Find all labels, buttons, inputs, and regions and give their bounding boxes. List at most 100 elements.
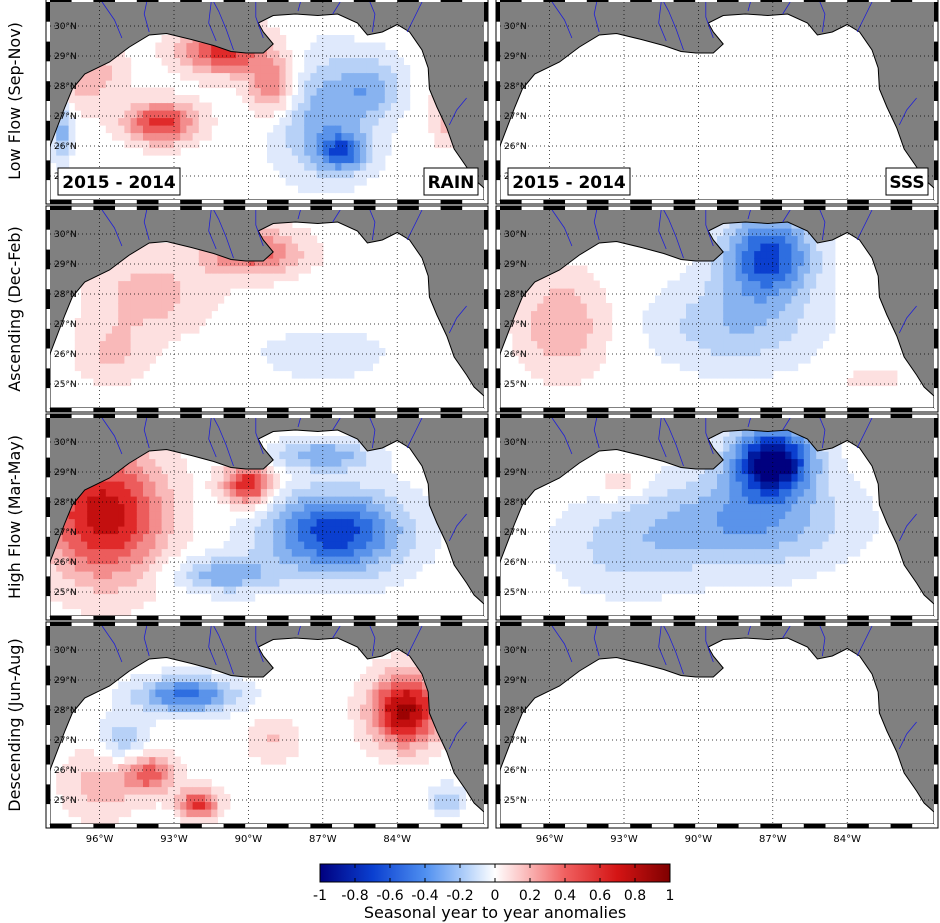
river-line	[663, 1, 684, 51]
river-line	[658, 209, 667, 250]
river-line	[747, 417, 751, 428]
latitude-tick-label: 30°N	[504, 230, 527, 240]
colorbar-tick-label: 0.6	[589, 888, 611, 904]
river-line	[369, 417, 376, 449]
longitude-tick-label: 84°W	[833, 834, 861, 845]
latitude-tick-label: 27°N	[504, 528, 527, 538]
river-line	[255, 418, 264, 455]
river-line	[819, 1, 826, 33]
anomaly-field	[50, 430, 442, 616]
river-line	[658, 625, 667, 666]
latitude-tick-label: 29°N	[504, 52, 527, 62]
river-line	[898, 513, 917, 542]
river-line	[369, 625, 376, 657]
latitude-tick-label: 26°N	[54, 350, 77, 360]
river-line	[332, 625, 341, 639]
latitude-tick-label: 29°N	[54, 260, 77, 270]
latitude-tick-label: 30°N	[504, 438, 527, 448]
river-line	[705, 210, 714, 247]
map-panel-rain-1: 30°N 29°N 28°N 27°N 26°N 25°N	[45, 205, 489, 413]
river-line	[593, 1, 600, 33]
river-line	[406, 625, 423, 657]
latitude-tick-label: 29°N	[54, 676, 77, 686]
river-line	[747, 209, 751, 220]
row-label: Ascending (Dec-Feb)	[5, 226, 24, 392]
latitude-tick-label: 30°N	[504, 22, 527, 32]
colorbar-tick-label: -0.6	[376, 888, 403, 904]
river-line	[856, 417, 873, 449]
river-line	[593, 209, 600, 241]
latitude-tick-label: 25°N	[54, 588, 77, 598]
coastline	[499, 221, 935, 409]
latitude-tick-label: 29°N	[504, 468, 527, 478]
longitude-tick-label: 96°W	[536, 834, 564, 845]
river-line	[898, 97, 917, 126]
map-panel-rain-2: 30°N 29°N 28°N 27°N 26°N 25°N	[45, 413, 489, 621]
latitude-tick-label: 29°N	[54, 52, 77, 62]
latitude-tick-label: 30°N	[54, 230, 77, 240]
period-tag: 2015 - 2014	[507, 167, 631, 196]
river-line	[551, 209, 573, 247]
river-line	[782, 1, 791, 15]
latitude-tick-label: 25°N	[54, 380, 77, 390]
gulf-water	[500, 638, 934, 824]
river-line	[255, 2, 264, 39]
latitude-tick-label: 30°N	[54, 22, 77, 32]
latitude-tick-label: 27°N	[54, 112, 77, 122]
map-panels: 30°N 29°N 28°N 27°N 26°N 25°N 2015 - 2014 RAIN 3…	[45, 0, 939, 829]
latitude-tick-label: 26°N	[504, 558, 527, 568]
river-line	[208, 625, 217, 666]
latitude-tick-label: 28°N	[54, 706, 77, 716]
river-line	[448, 721, 467, 750]
svg-text:RAIN: RAIN	[428, 173, 475, 193]
river-line	[782, 209, 791, 223]
row-label: Descending (Jun-Aug)	[5, 638, 24, 811]
latitude-tick-label: 28°N	[54, 498, 77, 508]
river-line	[208, 1, 217, 42]
river-line	[856, 625, 873, 657]
coastline	[49, 429, 485, 617]
river-line	[819, 417, 826, 449]
colorbar-tick-label: 0.2	[519, 888, 541, 904]
river-line	[747, 1, 751, 12]
row-label: High Flow (Mar-May)	[5, 435, 24, 599]
river-line	[663, 417, 684, 467]
river-line	[663, 625, 684, 675]
latitude-tick-label: 26°N	[504, 142, 527, 152]
period-tag: 2015 - 2014	[57, 167, 181, 196]
river-line	[819, 625, 826, 657]
svg-text:SSS: SSS	[889, 173, 924, 193]
latitude-tick-label: 29°N	[504, 676, 527, 686]
latitude-tick-label: 27°N	[504, 320, 527, 330]
river-line	[101, 209, 123, 247]
river-line	[747, 625, 751, 636]
river-line	[705, 418, 714, 455]
river-line	[406, 417, 423, 449]
river-line	[332, 1, 341, 15]
river-line	[663, 209, 684, 259]
latitude-tick-label: 25°N	[504, 380, 527, 390]
river-line	[101, 417, 123, 455]
longitude-tick-label: 87°W	[759, 834, 787, 845]
coastline	[49, 637, 485, 825]
river-line	[213, 209, 234, 259]
row-labels: Low Flow (Sep-Nov) Ascending (Dec-Feb) Hig…	[5, 22, 24, 812]
river-line	[782, 625, 791, 639]
latitude-tick-label: 28°N	[504, 498, 527, 508]
latitude-tick-label: 28°N	[504, 82, 527, 92]
colorbar-tick-label: -0.4	[411, 888, 438, 904]
svg-text:2015 - 2014: 2015 - 2014	[62, 173, 176, 193]
river-line	[369, 1, 376, 33]
river-line	[143, 209, 150, 241]
river-line	[658, 417, 667, 458]
anomaly-field	[549, 430, 879, 602]
anomaly-field	[506, 222, 898, 387]
latitude-tick-label: 27°N	[504, 736, 527, 746]
colorbar-tick-label: -1	[313, 888, 327, 904]
map-panel-sss-2: 30°N 29°N 28°N 27°N 26°N 25°N	[495, 413, 939, 621]
coastline	[49, 221, 485, 409]
river-line	[208, 209, 217, 250]
coastline	[499, 429, 935, 617]
